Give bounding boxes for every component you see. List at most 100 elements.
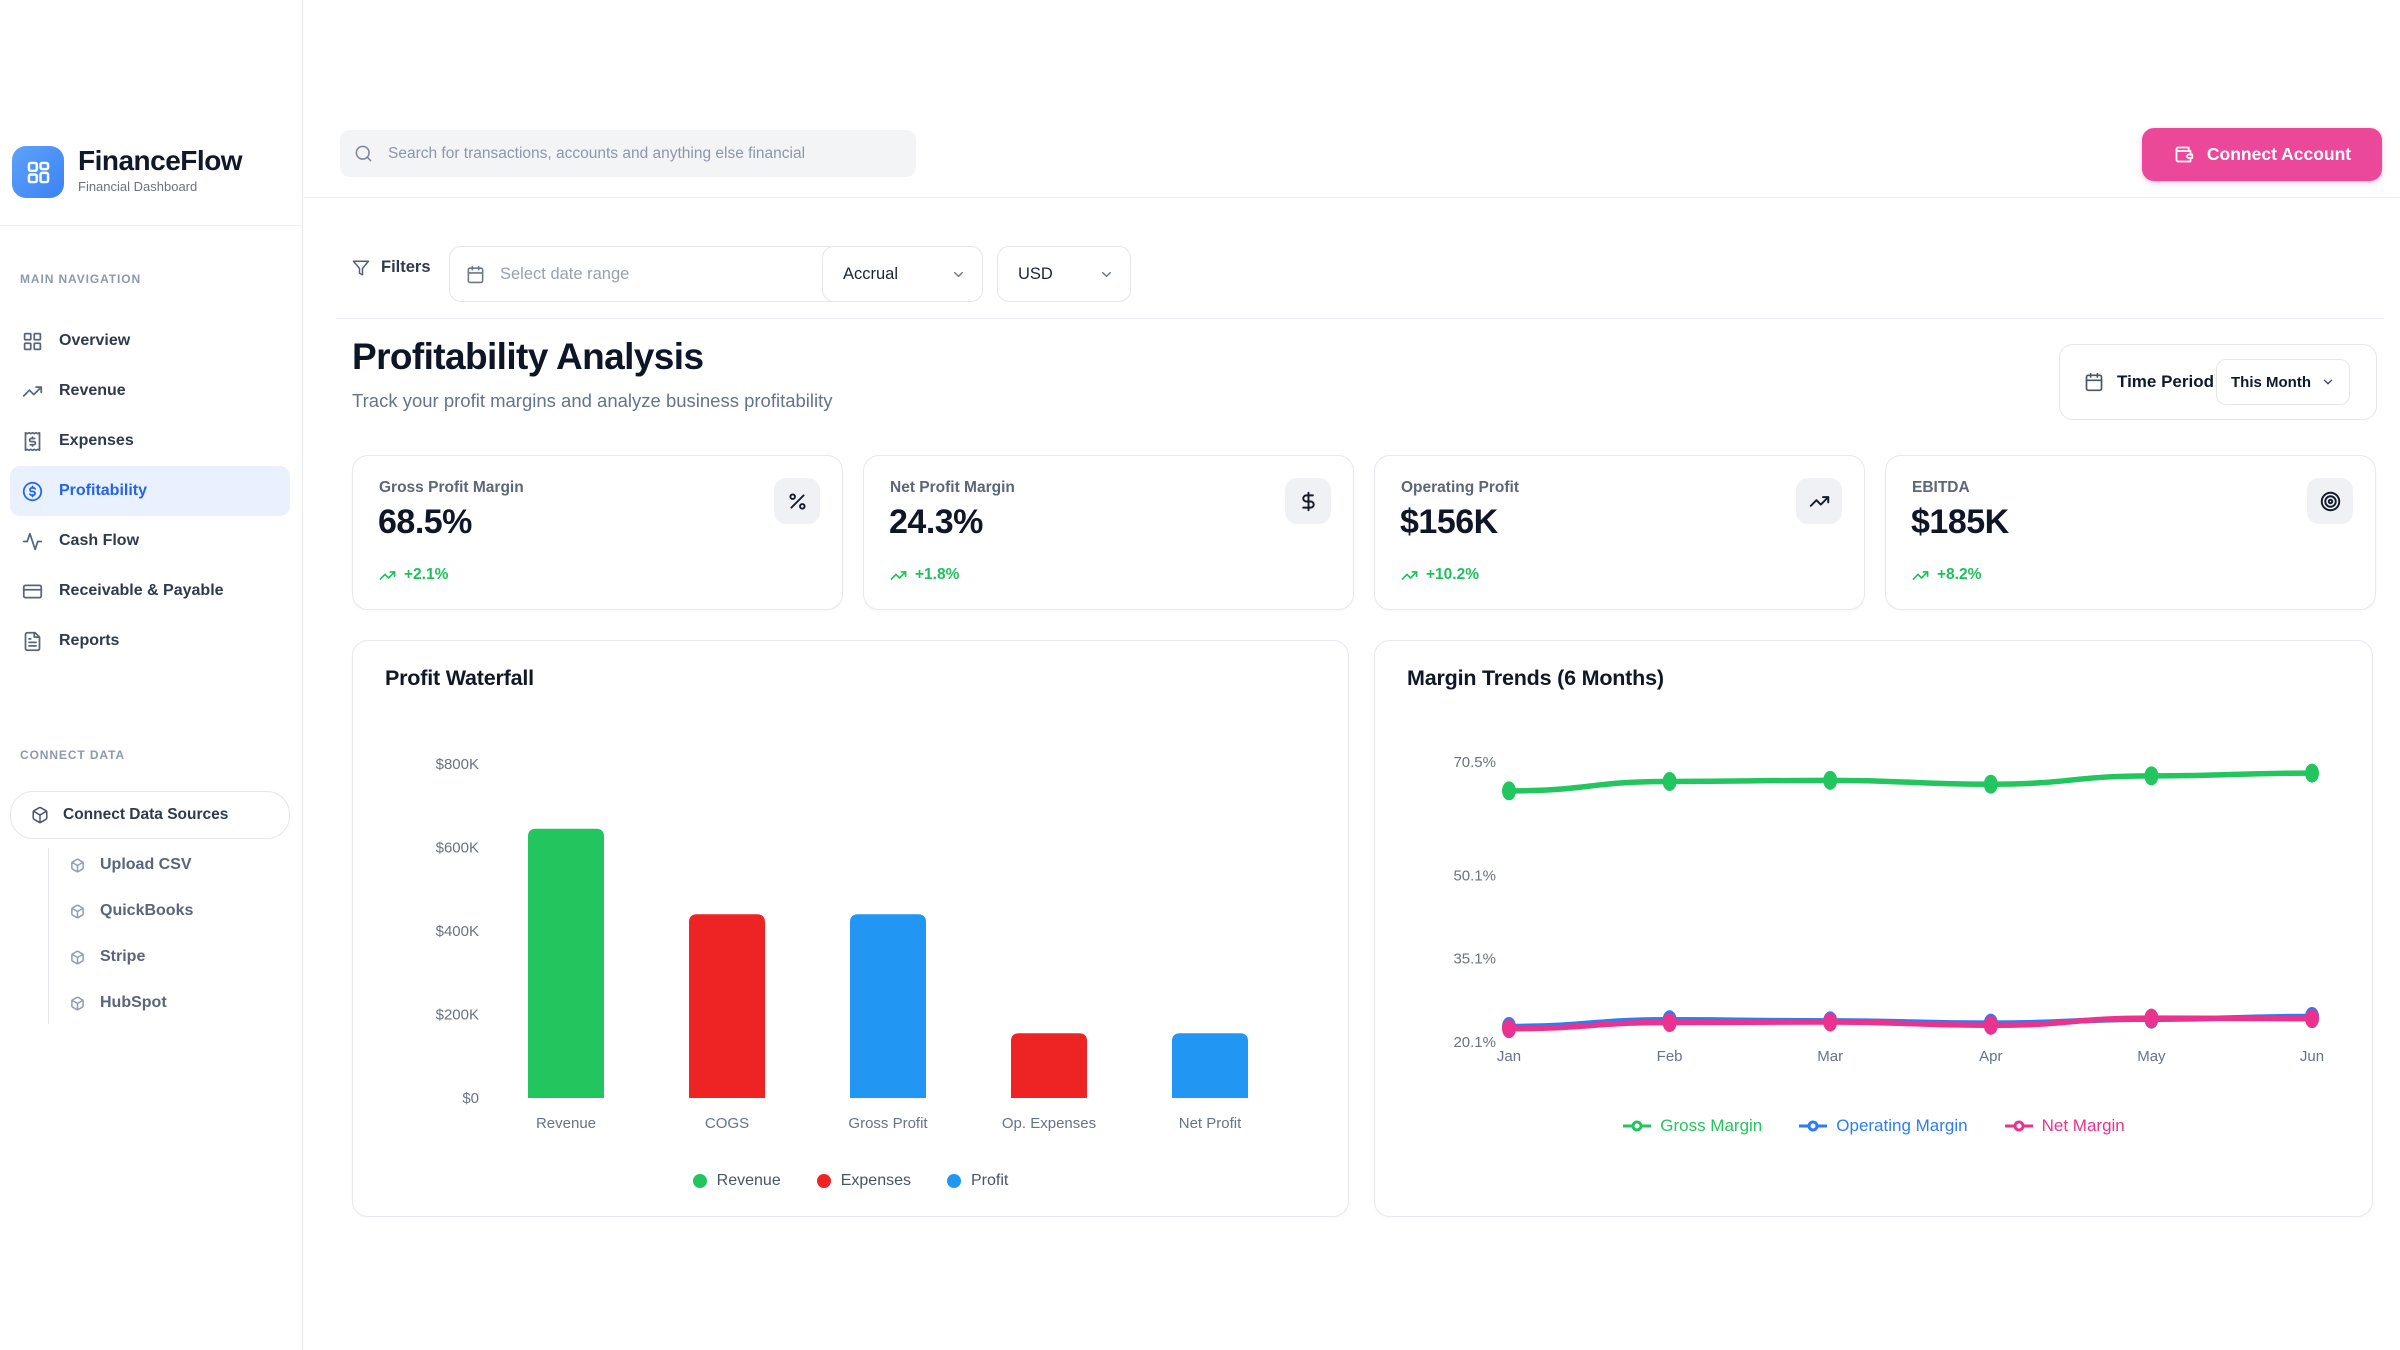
time-period-label: Time Period [2117, 372, 2214, 391]
app-tagline: Financial Dashboard [78, 179, 198, 194]
trending-up-icon [379, 570, 396, 580]
search-input[interactable] [386, 143, 820, 164]
bar-COGS[interactable] [689, 914, 765, 1098]
chevron-down-icon [954, 271, 963, 277]
trending-up-icon [890, 570, 907, 580]
svg-text:Jan: Jan [1497, 1048, 1521, 1065]
sidebar-item-reports[interactable]: Reports [10, 616, 290, 666]
main-navigation-heading: MAIN NAVIGATION [20, 272, 142, 286]
data-source-stripe[interactable]: Stripe [70, 934, 193, 980]
point-Net Margin[interactable] [2305, 1009, 2319, 1029]
point-Net Margin[interactable] [2144, 1008, 2159, 1028]
point-Net Margin[interactable] [1662, 1013, 1677, 1033]
bar-Net Profit[interactable] [1172, 1033, 1248, 1098]
data-source-label: QuickBooks [100, 902, 194, 919]
legend-item: Expenses [816, 1172, 911, 1190]
brand-logo[interactable]: FinanceFlow Financial Dashboard [12, 146, 243, 198]
data-source-quickbooks[interactable]: QuickBooks [70, 888, 193, 934]
legend-dot [946, 1174, 961, 1188]
point-Gross Margin[interactable] [1502, 781, 1516, 801]
connect-data-sources-button[interactable]: Connect Data Sources [10, 791, 290, 839]
svg-text:$400K: $400K [436, 923, 479, 940]
activity-icon [22, 532, 43, 550]
kpi-label: Net Profit Margin [890, 479, 1015, 496]
filters-divider [336, 318, 2384, 319]
line-Net Margin [1506, 1015, 2315, 1032]
currency-select[interactable]: USD [997, 246, 1131, 302]
svg-text:20.1%: 20.1% [1453, 1034, 1496, 1051]
kpi-card-net-profit-margin: Net Profit Margin 24.3% +1.8% [863, 455, 1354, 610]
point-Net Margin[interactable] [1823, 1012, 1838, 1032]
date-range-picker[interactable] [449, 246, 840, 302]
sidebar-item-expenses[interactable]: Expenses [10, 416, 290, 466]
grid-icon [23, 332, 42, 350]
point-Gross Margin[interactable] [1983, 774, 1998, 794]
kpi-trend: +10.2% [1401, 566, 1479, 584]
accounting-basis-select[interactable]: Accrual [822, 246, 983, 302]
bar-Gross Profit[interactable] [850, 914, 926, 1098]
margin-trends-chart: 70.5% 50.1% 35.1% 20.1%Jan Feb Mar Apr May Jun [1453, 754, 2324, 1065]
sidebar-item-revenue[interactable]: Revenue [10, 366, 290, 416]
line-Gross Margin [1506, 770, 2315, 794]
connect-account-label: Connect Account [2206, 144, 2352, 164]
svg-text:$600K: $600K [436, 840, 479, 857]
time-period-value: This Month [2231, 373, 2311, 391]
sidebar-item-receivable-payable[interactable]: Receivable & Payable [10, 566, 290, 616]
svg-text:COGS: COGS [705, 1115, 749, 1132]
time-period-select[interactable]: This Month [2216, 359, 2350, 405]
file-text-icon [24, 631, 41, 651]
sidebar-item-label: Expenses [59, 432, 134, 449]
global-search[interactable] [340, 130, 916, 177]
point-Gross Margin[interactable] [1823, 770, 1838, 790]
kpi-value: $156K [1400, 503, 1498, 541]
legend-item: Revenue [692, 1172, 781, 1190]
sidebar-divider [0, 225, 302, 226]
topbar-divider [302, 197, 2400, 198]
kpi-value: 68.5% [378, 503, 472, 541]
kpi-card-ebitda: EBITDA $185K +8.2% [1885, 455, 2376, 610]
app-logo-icon [12, 146, 64, 198]
connect-data-heading: CONNECT DATA [20, 748, 126, 762]
cube-icon [71, 950, 84, 964]
sidebar-item-label: Revenue [59, 382, 126, 399]
cube-icon [71, 996, 84, 1010]
sidebar-item-label: Overview [59, 332, 131, 349]
filters-button[interactable]: Filters [352, 258, 431, 277]
cube-icon [71, 904, 84, 918]
data-source-list: Upload CSV QuickBooks Stripe HubSpot [70, 842, 193, 1026]
data-source-hubspot[interactable]: HubSpot [70, 980, 193, 1026]
data-source-label: Upload CSV [100, 856, 192, 873]
chart-title: Profit Waterfall [385, 665, 534, 690]
sidebar-item-label: Cash Flow [59, 532, 140, 549]
subnav-rail [48, 848, 49, 1024]
wallet-icon [2175, 146, 2194, 163]
sidebar-item-profitability[interactable]: Profitability [10, 466, 290, 516]
point-Gross Margin[interactable] [2144, 766, 2159, 786]
svg-text:May: May [2137, 1048, 2166, 1065]
point-Net Margin[interactable] [1983, 1015, 1998, 1035]
kpi-trend: +8.2% [1912, 566, 1981, 584]
bar-Revenue[interactable] [528, 828, 604, 1098]
bar-Op. Expenses[interactable] [1011, 1033, 1087, 1098]
data-source-upload-csv[interactable]: Upload CSV [70, 842, 193, 888]
legend-marker [2004, 1120, 2033, 1132]
date-range-input[interactable] [498, 263, 762, 285]
kpi-label: Gross Profit Margin [379, 479, 524, 496]
chevron-down-icon [1102, 271, 1111, 277]
sidebar-item-label: Profitability [59, 482, 148, 499]
cube-icon [32, 806, 48, 824]
point-Gross Margin[interactable] [1662, 771, 1677, 791]
kpi-trend: +2.1% [379, 566, 448, 584]
point-Gross Margin[interactable] [2305, 763, 2319, 783]
page-title: Profitability Analysis [352, 336, 704, 377]
profit-waterfall-chart: $0 $200K $400K $600K $800K Revenue COGS Gross P… [436, 756, 1248, 1132]
legend-item: Profit [946, 1172, 1008, 1190]
sidebar-item-cash-flow[interactable]: Cash Flow [10, 516, 290, 566]
point-Net Margin[interactable] [1502, 1019, 1516, 1039]
trending-up-icon [22, 385, 43, 397]
cube-icon [71, 858, 84, 872]
connect-account-button[interactable]: Connect Account [2142, 128, 2382, 181]
svg-text:50.1%: 50.1% [1453, 867, 1496, 884]
sidebar-item-overview[interactable]: Overview [10, 316, 290, 366]
